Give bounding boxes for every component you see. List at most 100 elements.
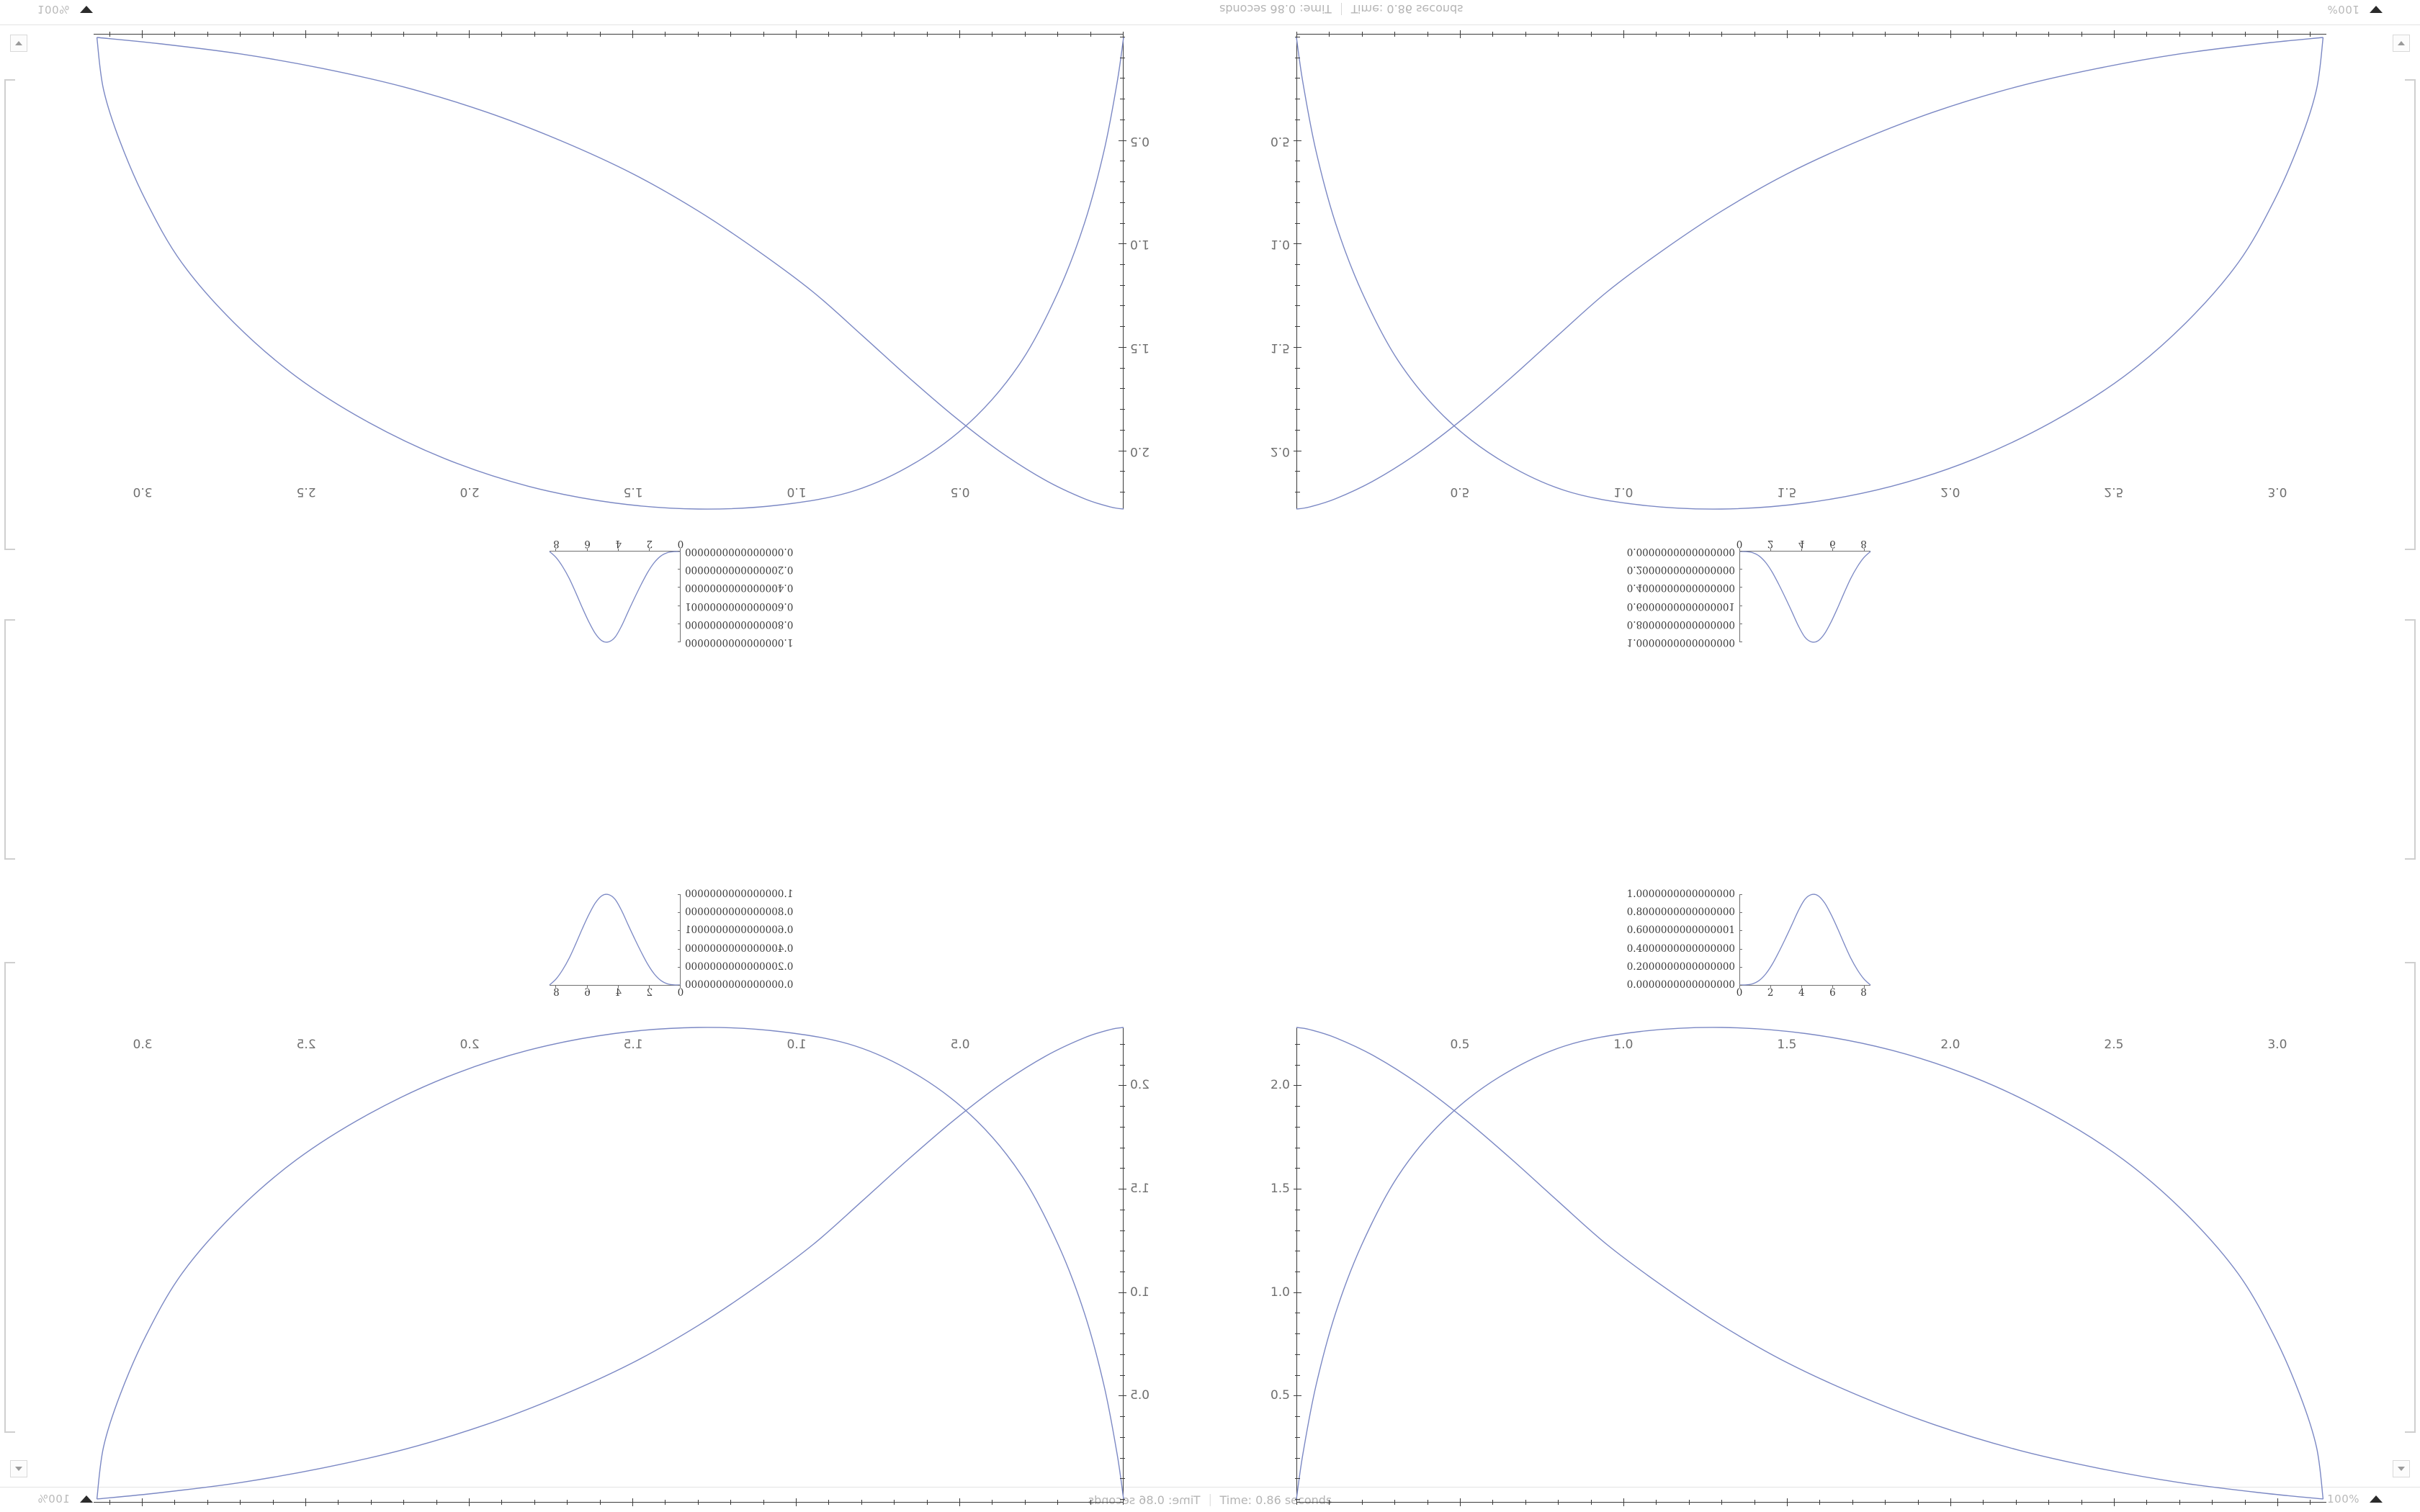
zoom-control-top-left[interactable]: 100% <box>37 3 93 16</box>
y-tick-label: 0.5 <box>1270 133 1290 148</box>
y-tick-label: 0.5 <box>1130 133 1150 148</box>
chevron-down-icon[interactable] <box>79 6 93 13</box>
x-minor-tick <box>1656 1500 1657 1505</box>
x-minor-tick <box>534 1500 535 1505</box>
quadrant-top-right: 0.5 1.0 1.5 2.0 0.5 1.0 1.5 2.0 2.5 3.0 0.000000… <box>1210 24 2420 768</box>
x-minor-tick <box>534 32 535 37</box>
x-minor-tick <box>1754 1500 1755 1505</box>
top-toolbar: 100% 100% Time: 0.86 seconds Time: 0.86 … <box>0 0 2420 25</box>
inset-fabius-plot[interactable]: 0.0000000000000000 0.2000000000000000 0.40… <box>547 534 796 648</box>
inset-x-tick <box>680 985 681 988</box>
x-tick-label: 2.5 <box>2104 1038 2124 1052</box>
scroll-down-icon <box>2398 1467 2405 1471</box>
inset-x-tick <box>1739 549 1740 552</box>
inset-x-tick <box>586 985 588 988</box>
x-minor-tick <box>1721 32 1723 37</box>
y-minor-tick <box>1295 264 1300 266</box>
x-tick-label: 3.0 <box>133 1038 153 1052</box>
inset-x-tick-label: 8 <box>553 538 560 549</box>
x-minor-tick <box>2146 1500 2148 1505</box>
inset-fabius-plot[interactable]: 0.0000000000000000 0.2000000000000000 0.40… <box>1624 534 1873 648</box>
inset-y-tick <box>1739 985 1742 986</box>
inset-x-tick-label: 4 <box>1798 987 1805 999</box>
x-minor-tick <box>2048 1500 2050 1505</box>
cell-bracket[interactable] <box>2405 619 2416 860</box>
inset-x-tick-label: 4 <box>615 987 622 999</box>
x-major-tick <box>2277 1498 2278 1506</box>
cell-bracket[interactable] <box>4 962 15 1433</box>
zoom-control-top-right[interactable]: 100% <box>2327 3 2383 16</box>
y-minor-tick <box>1120 1457 1125 1459</box>
inset-y-tick-label: 1.0000000000000000 <box>685 888 794 900</box>
curvature-return-path <box>97 1027 1124 1500</box>
main-curvature-plot[interactable]: 0.5 1.0 1.5 2.0 0.5 1.0 1.5 2.0 2.5 3.0 <box>86 1027 1150 1506</box>
inset-y-tick-label: 0.8000000000000000 <box>1626 906 1735 919</box>
cell-bracket[interactable] <box>2405 962 2416 1433</box>
x-minor-tick <box>567 1500 568 1505</box>
zoom-control-bottom-right[interactable]: 100% <box>2327 1493 2383 1506</box>
x-minor-tick <box>1024 1500 1026 1505</box>
inset-y-axis <box>1739 894 1740 985</box>
inset-x-tick <box>680 549 681 552</box>
y-minor-tick <box>1295 1374 1300 1376</box>
main-curvature-plot[interactable]: 0.5 1.0 1.5 2.0 0.5 1.0 1.5 2.0 2.5 3.0 <box>1270 1027 2334 1506</box>
x-minor-tick <box>403 1500 405 1505</box>
x-minor-tick <box>1885 32 1886 37</box>
inset-y-tick-label: 0.6000000000000001 <box>685 924 794 937</box>
inset-x-tick-label: 8 <box>553 987 560 999</box>
x-tick-label: 2.5 <box>2104 485 2124 499</box>
y-minor-tick <box>1120 1416 1125 1418</box>
scroll-down-button[interactable] <box>2393 1460 2410 1477</box>
y-minor-tick <box>1120 1354 1125 1355</box>
inset-x-axis <box>1739 985 1870 986</box>
y-tick-label: 0.5 <box>1270 1388 1290 1403</box>
inset-x-tick <box>1832 985 1834 988</box>
scroll-down-button[interactable] <box>10 1460 27 1477</box>
x-minor-tick <box>338 1500 339 1505</box>
chevron-up-icon[interactable] <box>2370 1495 2383 1503</box>
inset-y-tick-label: 1.0000000000000000 <box>1626 636 1735 648</box>
x-minor-tick <box>665 1500 666 1505</box>
inset-fabius-plot[interactable]: 0.0000000000000000 0.2000000000000000 0.40… <box>1624 888 1873 1002</box>
x-minor-tick <box>1394 1500 1396 1505</box>
cell-bracket[interactable] <box>4 619 15 860</box>
cell-bracket[interactable] <box>4 79 15 550</box>
x-minor-tick <box>730 1500 732 1505</box>
zoom-control-bottom-left[interactable]: 100% <box>37 1493 93 1506</box>
x-major-tick <box>2277 30 2278 38</box>
x-minor-tick <box>665 32 666 37</box>
y-tick-label: 1.5 <box>1130 340 1150 355</box>
main-curvature-plot[interactable]: 0.5 1.0 1.5 2.0 0.5 1.0 1.5 2.0 2.5 3.0 <box>86 30 1150 510</box>
curvature-curve <box>1296 37 2324 510</box>
y-tick-label: 1.5 <box>1270 1182 1290 1197</box>
x-major-tick <box>1950 1498 1951 1506</box>
x-major-tick <box>305 1498 307 1506</box>
inset-x-tick <box>555 985 557 988</box>
x-major-tick <box>469 30 470 38</box>
inset-fabius-plot[interactable]: 0.0000000000000000 0.2000000000000000 0.40… <box>547 888 796 1002</box>
scroll-up-button[interactable] <box>2393 35 2410 52</box>
x-minor-tick <box>828 1500 830 1505</box>
inset-y-tick-label: 0.6000000000000001 <box>685 600 794 612</box>
inset-x-tick <box>617 549 619 552</box>
y-minor-tick <box>1120 1126 1125 1128</box>
scroll-up-button[interactable] <box>10 35 27 52</box>
x-minor-tick <box>1819 1500 1821 1505</box>
chevron-up-icon[interactable] <box>79 1495 93 1503</box>
cell-bracket[interactable] <box>2405 79 2416 550</box>
x-minor-tick <box>763 1500 764 1505</box>
x-tick-label: 0.5 <box>950 485 970 499</box>
x-major-tick <box>142 30 143 38</box>
x-tick-label: 0.5 <box>1450 485 1470 499</box>
chevron-down-icon[interactable] <box>2370 6 2383 13</box>
y-tick-label: 1.5 <box>1270 340 1290 355</box>
x-minor-tick <box>1885 1500 1886 1505</box>
main-curvature-plot[interactable]: 0.5 1.0 1.5 2.0 0.5 1.0 1.5 2.0 2.5 3.0 <box>1270 30 2334 510</box>
inset-x-tick <box>1832 549 1834 552</box>
x-minor-tick <box>403 32 405 37</box>
y-minor-tick <box>1295 1230 1300 1231</box>
curvature-curve <box>96 1027 1124 1500</box>
x-minor-tick <box>1590 1500 1592 1505</box>
x-minor-tick <box>501 1500 503 1505</box>
inset-x-tick <box>1801 985 1803 988</box>
